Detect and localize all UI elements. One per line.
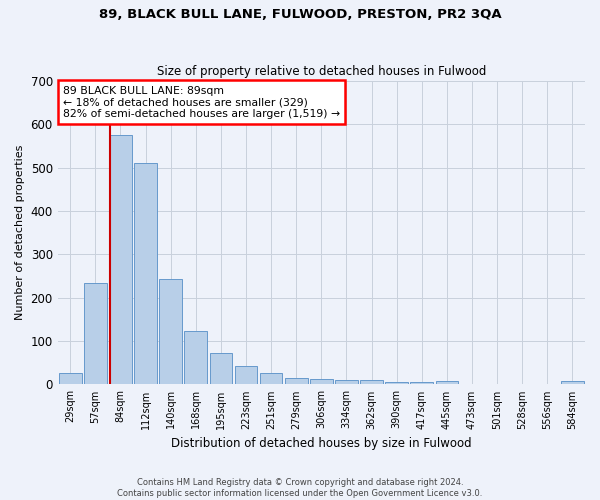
Bar bbox=[184, 330, 207, 384]
Bar bbox=[160, 279, 182, 384]
Y-axis label: Number of detached properties: Number of detached properties bbox=[15, 145, 25, 320]
Bar bbox=[260, 372, 283, 384]
Bar bbox=[385, 382, 408, 384]
Bar bbox=[436, 380, 458, 384]
Bar bbox=[335, 380, 358, 384]
Text: Contains HM Land Registry data © Crown copyright and database right 2024.
Contai: Contains HM Land Registry data © Crown c… bbox=[118, 478, 482, 498]
Bar bbox=[84, 283, 107, 384]
Bar bbox=[209, 353, 232, 384]
Bar bbox=[235, 366, 257, 384]
Bar bbox=[59, 372, 82, 384]
Bar bbox=[285, 378, 308, 384]
Bar bbox=[109, 135, 132, 384]
Bar bbox=[561, 381, 584, 384]
Title: Size of property relative to detached houses in Fulwood: Size of property relative to detached ho… bbox=[157, 66, 486, 78]
Bar bbox=[134, 164, 157, 384]
Text: 89 BLACK BULL LANE: 89sqm
← 18% of detached houses are smaller (329)
82% of semi: 89 BLACK BULL LANE: 89sqm ← 18% of detac… bbox=[63, 86, 340, 119]
Bar bbox=[410, 382, 433, 384]
Bar bbox=[310, 379, 332, 384]
Text: 89, BLACK BULL LANE, FULWOOD, PRESTON, PR2 3QA: 89, BLACK BULL LANE, FULWOOD, PRESTON, P… bbox=[98, 8, 502, 20]
Bar bbox=[360, 380, 383, 384]
X-axis label: Distribution of detached houses by size in Fulwood: Distribution of detached houses by size … bbox=[171, 437, 472, 450]
